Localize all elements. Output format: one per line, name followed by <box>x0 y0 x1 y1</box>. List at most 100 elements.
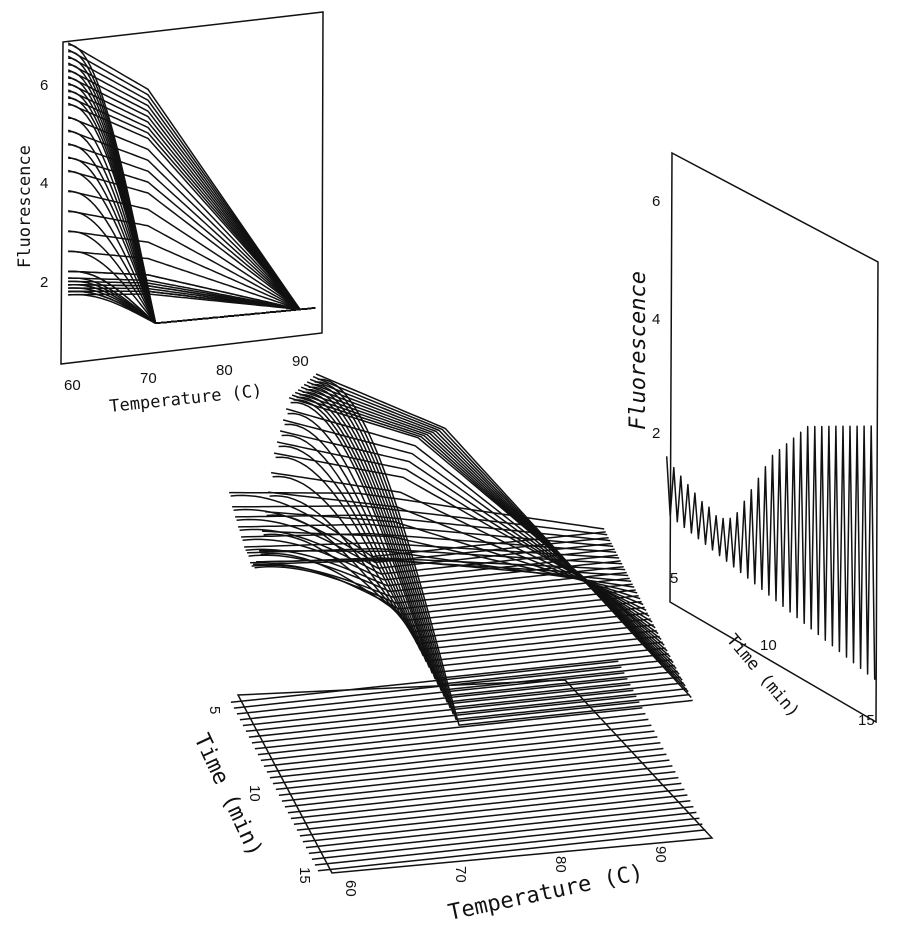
panel-c-xlabel: Temperature (C) <box>446 860 646 926</box>
surface-cooling-curve <box>229 491 605 530</box>
panel-b-trace <box>665 425 876 680</box>
panel-c-cycle-line <box>293 782 682 826</box>
panel-a-xtick: 90 <box>292 353 309 370</box>
surface-cooling-curve <box>238 523 614 548</box>
panel-c-frame <box>236 679 714 874</box>
panel-c-cycle-line <box>266 730 655 773</box>
panel-c-cycle-line <box>260 718 649 762</box>
surface-cooling-curve <box>235 514 611 542</box>
panel-c-cycle-line <box>251 701 640 744</box>
panel-c-cycle-line <box>248 695 637 738</box>
surface-heating-curve <box>269 495 645 633</box>
panel-c-cycle-line <box>242 683 631 727</box>
panel-a-ytick: 2 <box>40 274 48 291</box>
panel-a-curve <box>68 189 301 311</box>
temperature-projection-panel: 6 4 2 60 70 80 90 Temperature (C) Fluore… <box>15 11 324 417</box>
surface-heating-curve <box>260 552 636 616</box>
panel-c-ytick: 5 <box>206 706 223 714</box>
panel-b-xtick: 10 <box>760 637 777 654</box>
surface-cooling-curve <box>297 389 674 664</box>
panel-c-cycle-line <box>308 811 697 855</box>
panel-c-cycle-line <box>245 689 634 733</box>
panel-c-cycle-line <box>287 770 676 814</box>
panel-b-xtick: 5 <box>670 570 678 587</box>
panel-c-cycle-line <box>278 753 667 797</box>
panel-c-cycle-line <box>299 794 688 837</box>
surface-heating-curve <box>317 378 693 726</box>
surface-heating-curve <box>302 391 678 697</box>
surface-heating-curve <box>305 388 681 703</box>
panel-a-xtick: 70 <box>140 370 157 387</box>
panel-a-xtick: 80 <box>216 362 233 379</box>
panel-c-cycle-line <box>236 672 625 715</box>
panel-c-xtick: 80 <box>552 856 569 873</box>
panel-c-cycle-line <box>284 765 673 808</box>
panel-b-frame <box>669 151 879 724</box>
panel-c-cycle-line <box>305 805 694 849</box>
panel-a-curve <box>67 169 301 310</box>
panel-c-xtick: 70 <box>452 866 469 883</box>
surface-heating-curve <box>314 381 690 721</box>
panel-c-cycle-line <box>269 736 658 779</box>
panel-c-cycle-line <box>263 724 652 767</box>
surface-heating-curve <box>284 423 660 662</box>
panel-c-cycle-line <box>230 660 619 704</box>
panel-a-curve <box>68 290 301 311</box>
panel-a-curve <box>68 270 301 311</box>
panel-c-cycle-line <box>254 707 643 750</box>
time-projection-panel: 6 4 2 5 10 15 Time (min) Fluorescence <box>626 151 879 729</box>
surface-heating-curve <box>278 445 654 651</box>
panel-b-ytick: 2 <box>652 425 660 442</box>
panel-a-curve <box>68 250 301 311</box>
panel-c-cycle-line <box>281 759 670 802</box>
panel-a-curve <box>67 69 301 310</box>
surface-heating-curve <box>293 399 669 680</box>
surface-heating-curve <box>272 475 648 639</box>
surface-heating-curve <box>275 456 651 645</box>
panel-c-cycle-line <box>311 817 700 860</box>
panel-c-cycle-line <box>317 829 706 872</box>
panel-c-cycle-line <box>272 741 661 785</box>
panel-c-cycle-line <box>302 800 691 843</box>
surface-heating-curve <box>287 412 663 668</box>
panel-c-curves <box>230 660 706 872</box>
panel-a-ytick: 4 <box>40 175 48 192</box>
surface-heating-curve <box>308 386 684 709</box>
surface-heating-curve <box>257 563 633 610</box>
panel-a-curve <box>67 42 301 310</box>
panel-c-cycle-line <box>233 666 622 709</box>
panel-b-ytick: 6 <box>652 193 660 210</box>
panel-a-curve <box>68 210 301 311</box>
surface-cooling-curve <box>288 396 665 646</box>
panel-a-curve <box>67 55 301 310</box>
surface-heating-curve <box>263 533 639 622</box>
panel-c-xtick: 60 <box>342 880 359 897</box>
panel-b-xtick: 15 <box>858 712 875 729</box>
panel-a-ylabel: Fluorescence <box>15 145 35 268</box>
panel-a-xlabel: Temperature (C) <box>108 381 263 417</box>
panel-a-ytick: 6 <box>40 77 48 94</box>
panel-b-curves <box>665 425 876 680</box>
panel-a-curve <box>67 48 301 310</box>
panel-a-curve <box>68 283 301 311</box>
panel-a-curve <box>67 156 301 310</box>
surface-heating-curve <box>266 514 642 628</box>
panel-a-frame <box>60 11 324 365</box>
surface-cooling-curve <box>315 373 692 699</box>
surface-heating-curve <box>290 401 666 674</box>
3d-surface-curves <box>229 373 693 726</box>
panel-c-ytick: 15 <box>296 867 313 884</box>
panel-b-ylabel: Fluorescence <box>626 271 651 430</box>
surface-cooling-curve <box>232 505 608 536</box>
panel-c-xtick: 90 <box>652 846 669 863</box>
panel-a-curve <box>67 82 301 310</box>
panel-b-ytick: 4 <box>652 311 660 328</box>
panel-c-cycle-line <box>314 823 703 866</box>
panel-c-cycle-line <box>296 788 685 831</box>
surface-heating-curve <box>296 396 672 686</box>
panel-a-curve <box>67 62 301 310</box>
panel-c-ytick: 10 <box>246 785 263 802</box>
surface-cooling-curve <box>300 386 677 670</box>
panel-a-curves <box>67 42 316 325</box>
